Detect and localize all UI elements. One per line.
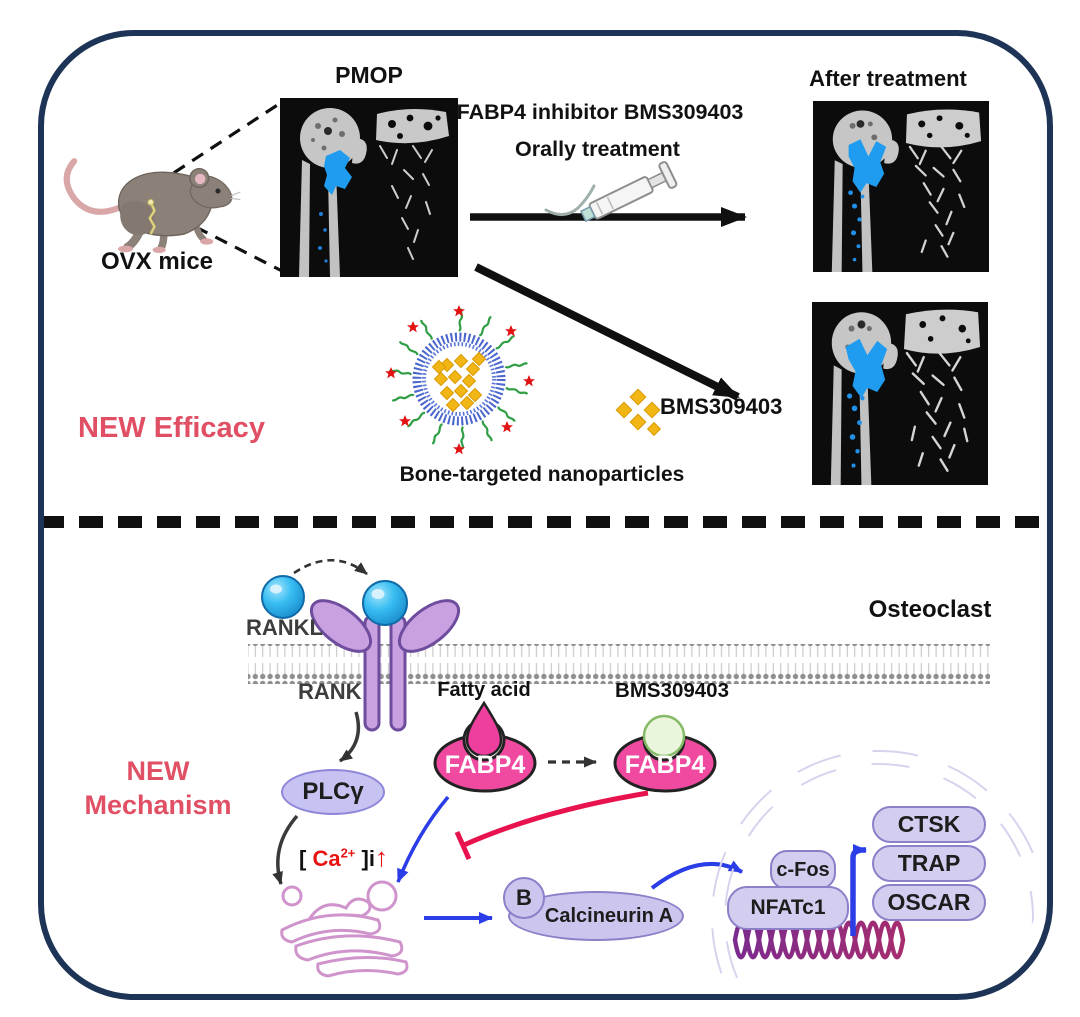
cfos-label: c-Fos (776, 858, 830, 881)
free-drug-crystals-icon (615, 388, 662, 437)
rank-to-plcg-arrow (338, 711, 361, 763)
ovx-mouse-illustration (63, 158, 241, 254)
inhibitor-line: FABP4 inhibitor BMS309403 (456, 100, 744, 124)
rank-receptor-icon (310, 599, 460, 732)
fabp4-right-label: FABP4 (625, 751, 706, 779)
ovx-mice-label: OVX mice (100, 248, 214, 275)
gene-oscar-label: OSCAR (887, 889, 971, 915)
nfatc1-node: NFATc1 (727, 886, 849, 930)
calcineurin-a-label: Calcineurin A (544, 904, 674, 927)
nanoparticle-icon (385, 305, 535, 455)
gene-ctsk: CTSK (872, 806, 986, 843)
bms309403-label: BMS309403 (615, 679, 729, 702)
rankl-binding-arrow (293, 558, 368, 576)
plcg-to-er-arrow (272, 814, 299, 885)
fabp4-inhibitor-complex: FABP4 (613, 714, 717, 793)
ca-close: ]i (361, 846, 375, 871)
ca-charge: 2+ (340, 845, 356, 861)
er-organelle-icon (280, 880, 409, 978)
oral-line: Orally treatment (515, 137, 680, 161)
section-label-efficacy: NEW Efficacy (78, 412, 265, 444)
nfatc1-label: NFATc1 (750, 896, 826, 919)
ca-open: [ (299, 846, 307, 871)
calcineurin-to-nfatc1-arrow (650, 860, 743, 890)
gene-oscar: OSCAR (872, 884, 986, 921)
pmop-microct-image (280, 98, 458, 277)
plcg-label: PLCγ (302, 778, 364, 805)
gene-ctsk-label: CTSK (897, 811, 961, 837)
osteoclast-label: Osteoclast (868, 596, 992, 623)
cfos-node: c-Fos (770, 850, 836, 890)
rankl-label: RANKL (246, 615, 323, 640)
mechanism-label-line2: Mechanism (84, 789, 232, 820)
ca-up-arrow: ↑ (374, 842, 388, 872)
gene-trap-label: TRAP (897, 850, 961, 876)
nanoparticle-caption: Bone-targeted nanoparticles (399, 463, 685, 486)
fatty-acid-label: Fatty acid (437, 679, 531, 701)
fabp4-left-label: FABP4 (445, 751, 526, 779)
section-divider (40, 516, 1042, 528)
after-treatment-title: After treatment (809, 66, 967, 91)
nano-drug-label: BMS309403 (660, 394, 783, 419)
calcineurin-b-label: B (516, 885, 532, 910)
fabp4-fatty-acid-complex: FABP4 (433, 700, 537, 793)
calcium-label: [ Ca2+ ]i↑ (299, 842, 388, 873)
rank-label: RANK (298, 679, 362, 704)
pmop-title: PMOP (335, 62, 403, 88)
bms309403-molecule-icon (642, 714, 686, 758)
mechanism-label-line1: NEW (126, 756, 190, 786)
gene-trap: TRAP (872, 845, 986, 882)
syringe-icon (544, 161, 678, 222)
nucleus-envelope (711, 750, 1038, 984)
nano-treatment-microct-image (812, 302, 988, 485)
fatty-acid-icon (465, 700, 503, 758)
plcg-node: PLCγ (281, 769, 385, 815)
cell-membrane (248, 644, 990, 684)
oral-treatment-microct-image (813, 101, 989, 272)
transcription-arrow (850, 844, 867, 936)
ca-ion: Ca (312, 846, 341, 871)
section-label-mechanism: NEW Mechanism (58, 755, 258, 823)
calcineurin-b-node: B (503, 877, 545, 919)
fabp4-to-er-arrow (396, 795, 450, 883)
inhibition-line (454, 790, 649, 861)
